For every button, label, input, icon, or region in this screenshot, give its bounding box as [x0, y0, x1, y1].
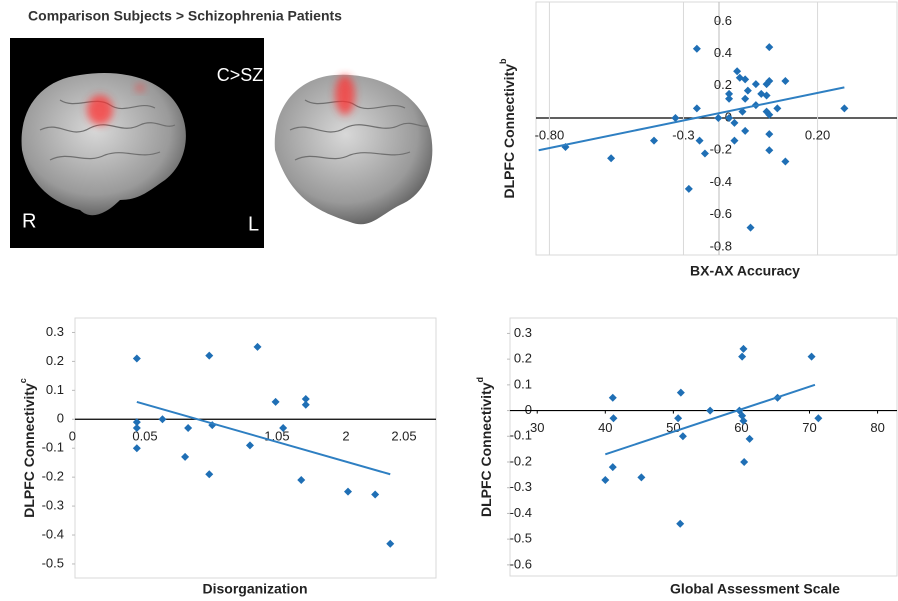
y-axis-label-sup: d [475, 377, 485, 383]
y-tick-label: 0.2 [714, 77, 732, 92]
x-tick-label: 40 [598, 420, 612, 435]
hemisphere-label: L [248, 213, 259, 235]
x-tick-label: -0.80 [535, 127, 565, 142]
y-tick-label: 0.3 [46, 324, 64, 339]
y-tick-label: -0.8 [710, 238, 732, 253]
contrast-label: C>SZ [217, 65, 264, 85]
y-axis-label-text: DLPFC Connectivity [21, 383, 37, 518]
y-tick-label: 0.6 [714, 13, 732, 28]
y-tick-label: -0.1 [42, 440, 64, 455]
y-tick-label: -0.2 [710, 142, 732, 157]
y-axis-label-sup: c [18, 378, 28, 383]
x-axis-label: Global Assessment Scale [670, 581, 840, 597]
y-tick-label: 0.2 [514, 351, 532, 366]
figure: Comparison Subjects > Schizophrenia Pati… [0, 0, 898, 601]
y-axis-label-sup: b [498, 58, 508, 64]
y-tick-label: 0.1 [514, 376, 532, 391]
y-axis-label-text: DLPFC Connectivity [501, 64, 517, 199]
x-tick-label: 70 [802, 420, 816, 435]
x-tick-label: -0.3 [672, 127, 694, 142]
plot-area [510, 318, 897, 576]
y-tick-label: -0.4 [510, 505, 532, 520]
x-tick-label: 0 [69, 429, 76, 444]
y-tick-label: -0.2 [42, 469, 64, 484]
y-tick-label: -0.1 [510, 428, 532, 443]
y-tick-label: -0.4 [42, 526, 64, 541]
y-tick-label: -0.3 [510, 479, 532, 494]
x-tick-label: 2.05 [391, 429, 416, 444]
y-tick-label: 0.1 [46, 382, 64, 397]
x-tick-label: 2 [342, 429, 349, 444]
y-tick-label: -0.2 [510, 453, 532, 468]
y-axis-label-text: DLPFC Connectivity [478, 382, 494, 517]
x-tick-label: 0.20 [805, 127, 830, 142]
y-tick-label: -0.5 [510, 531, 532, 546]
y-tick-label: -0.4 [710, 174, 732, 189]
y-tick-label: -0.6 [510, 556, 532, 571]
activation-blob [135, 84, 145, 92]
activation-blob [335, 75, 355, 115]
plot-area [75, 318, 436, 578]
activation-blob [87, 95, 113, 125]
y-tick-label: 0.3 [514, 325, 532, 340]
x-tick-label: 80 [870, 420, 884, 435]
y-axis-label: DLPFC Connectivityb [498, 58, 516, 199]
x-axis-label: Disorganization [202, 581, 307, 597]
brain-title: Comparison Subjects > Schizophrenia Pati… [28, 8, 342, 24]
y-tick-label: 0.4 [714, 45, 732, 60]
y-tick-label: 0 [525, 402, 532, 417]
y-axis-label: DLPFC Connectivityc [18, 378, 36, 518]
y-tick-label: -0.6 [710, 206, 732, 221]
x-tick-label: 30 [530, 420, 544, 435]
y-axis-label: DLPFC Connectivityd [475, 377, 493, 517]
y-tick-label: 0 [57, 411, 64, 426]
y-tick-label: -0.3 [42, 498, 64, 513]
hemisphere-label: R [22, 210, 36, 232]
brain-panel: Comparison Subjects > Schizophrenia Pati… [10, 8, 432, 248]
y-tick-label: -0.5 [42, 555, 64, 570]
y-tick-label: 0.2 [46, 353, 64, 368]
x-axis-label: BX-AX Accuracy [690, 263, 800, 279]
